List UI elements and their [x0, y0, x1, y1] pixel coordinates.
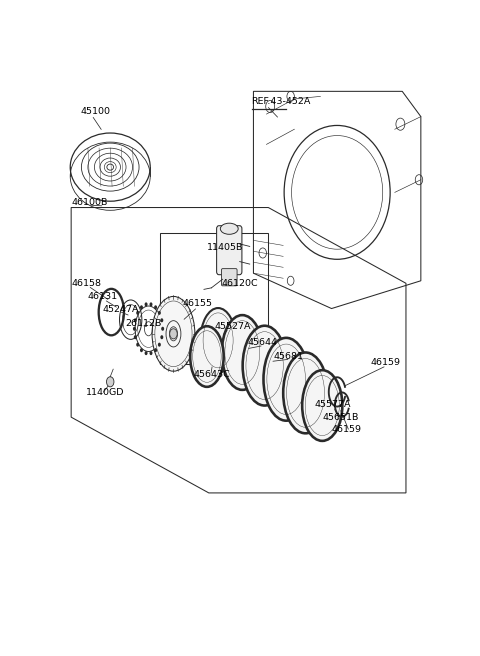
- Ellipse shape: [222, 315, 263, 390]
- Text: 45644: 45644: [248, 338, 278, 347]
- Text: 45643C: 45643C: [194, 370, 231, 379]
- Text: 46120C: 46120C: [222, 279, 258, 288]
- Circle shape: [144, 302, 147, 306]
- Circle shape: [134, 318, 137, 322]
- Ellipse shape: [283, 352, 328, 434]
- Text: REF.43-452A: REF.43-452A: [252, 97, 311, 106]
- Circle shape: [161, 327, 164, 331]
- Ellipse shape: [201, 308, 236, 373]
- Circle shape: [136, 311, 139, 315]
- Text: 26112B: 26112B: [125, 319, 161, 328]
- Ellipse shape: [264, 338, 309, 420]
- Text: 1140GD: 1140GD: [86, 388, 124, 398]
- Circle shape: [154, 348, 157, 352]
- Text: 45247A: 45247A: [103, 305, 139, 314]
- FancyBboxPatch shape: [216, 226, 242, 275]
- Text: 45577A: 45577A: [315, 400, 351, 409]
- Circle shape: [160, 318, 163, 322]
- Text: 46158: 46158: [71, 279, 101, 288]
- Text: 46100B: 46100B: [71, 198, 108, 207]
- Circle shape: [144, 351, 147, 355]
- Circle shape: [170, 329, 177, 339]
- Circle shape: [134, 335, 137, 339]
- Ellipse shape: [152, 297, 195, 371]
- Ellipse shape: [243, 326, 287, 405]
- Circle shape: [107, 377, 114, 387]
- Circle shape: [158, 311, 161, 315]
- Text: 46159: 46159: [332, 425, 361, 434]
- Circle shape: [136, 342, 139, 346]
- Text: 45651B: 45651B: [322, 413, 359, 422]
- Text: 45681: 45681: [274, 352, 304, 361]
- Circle shape: [158, 342, 161, 346]
- Ellipse shape: [220, 223, 238, 234]
- Circle shape: [160, 335, 163, 339]
- Text: 11405B: 11405B: [207, 243, 243, 253]
- Circle shape: [149, 302, 153, 306]
- Text: 45100: 45100: [81, 107, 110, 116]
- Circle shape: [154, 305, 157, 310]
- Text: 46155: 46155: [183, 299, 213, 308]
- Text: 46159: 46159: [371, 358, 401, 367]
- Circle shape: [149, 351, 153, 355]
- Circle shape: [133, 327, 136, 331]
- Ellipse shape: [302, 370, 342, 441]
- Circle shape: [140, 305, 143, 310]
- Ellipse shape: [190, 326, 224, 387]
- Ellipse shape: [169, 327, 178, 341]
- Circle shape: [140, 348, 143, 352]
- Text: 45527A: 45527A: [215, 321, 251, 331]
- FancyBboxPatch shape: [221, 269, 237, 286]
- Text: 46131: 46131: [88, 293, 118, 301]
